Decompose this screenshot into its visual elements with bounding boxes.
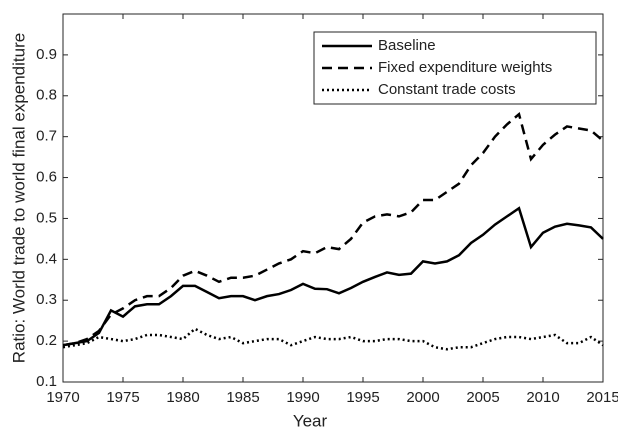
x-tick-label: 2005 — [466, 389, 499, 406]
data-line — [62, 206, 604, 347]
y-tick-label: 0.3 — [36, 291, 57, 308]
legend-label: Baseline — [378, 37, 436, 54]
x-tick-label: 1995 — [346, 389, 379, 406]
x-tick-label: 1985 — [226, 389, 259, 406]
legend-label: Constant trade costs — [378, 81, 516, 98]
x-axis-label: Year — [293, 411, 328, 430]
x-tick-label: 2015 — [586, 389, 618, 406]
data-line — [62, 111, 604, 347]
x-tick-label: 1980 — [166, 389, 199, 406]
y-tick-label: 0.7 — [36, 128, 57, 145]
y-tick-label: 0.5 — [36, 209, 57, 226]
y-tick-label: 0.4 — [36, 250, 57, 267]
legend-box — [313, 31, 597, 105]
legend-label: Fixed expenditure weights — [378, 59, 552, 76]
x-tick-label: 1990 — [286, 389, 319, 406]
y-axis-label: Ratio: World trade to world final expend… — [9, 33, 28, 363]
y-tick-label: 0.9 — [36, 46, 57, 63]
y-tick-label: 0.6 — [36, 169, 57, 186]
x-tick-label: 2000 — [406, 389, 439, 406]
x-tick-label: 1970 — [46, 389, 79, 406]
y-tick-label: 0.2 — [36, 332, 57, 349]
x-tick-label: 1975 — [106, 389, 139, 406]
y-tick-label: 0.8 — [36, 87, 57, 104]
x-tick-label: 2010 — [526, 389, 559, 406]
y-tick-label: 0.1 — [36, 373, 57, 390]
